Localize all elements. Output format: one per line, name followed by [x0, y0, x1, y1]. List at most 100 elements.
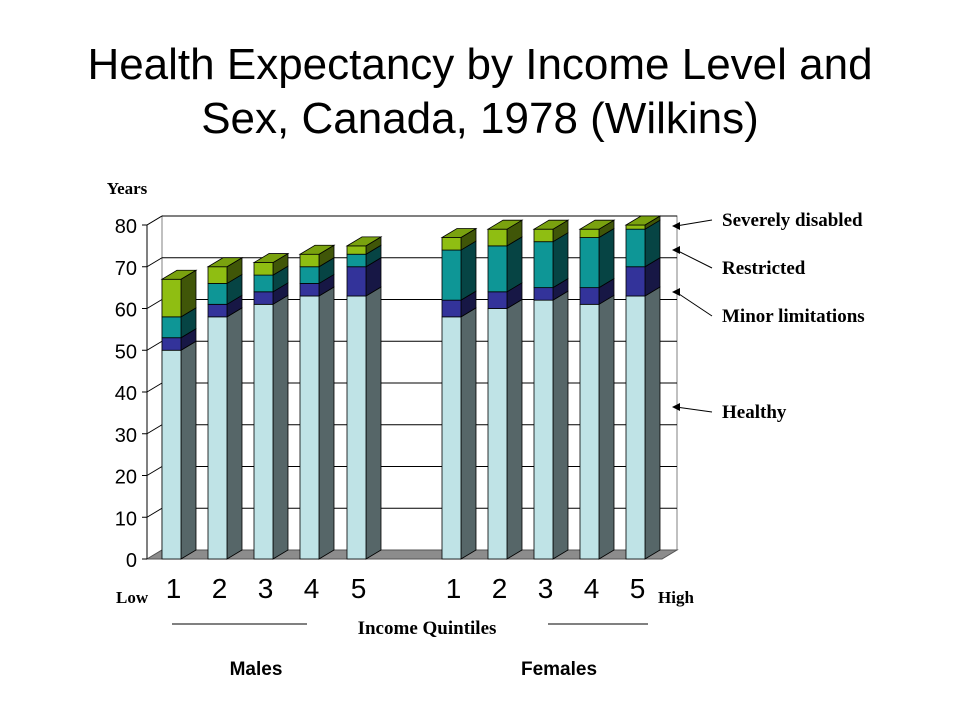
- legend-arrow-line: [675, 291, 713, 317]
- bar-segment: [487, 228, 508, 247]
- bar-side: [552, 290, 569, 560]
- bar-segment: [533, 287, 554, 301]
- bar-segment: [533, 299, 554, 560]
- x-low-label: Low: [116, 588, 149, 607]
- legend-arrow-line: [675, 219, 713, 227]
- bar-segment: [253, 291, 274, 305]
- x-tick-label: 2: [212, 573, 228, 604]
- bar-segment: [253, 303, 274, 560]
- legend-arrow-line: [675, 406, 713, 413]
- bar-segment: [533, 228, 554, 243]
- bar-segment: [161, 316, 182, 339]
- title-line-2: Sex, Canada, 1978 (Wilkins): [201, 94, 759, 143]
- bar-segment: [207, 303, 228, 318]
- bar-side: [180, 340, 197, 560]
- bar-side: [552, 231, 569, 289]
- bar-top: [532, 219, 570, 230]
- group-label-females: Females: [521, 659, 597, 680]
- y-tick-label: 50: [115, 341, 137, 363]
- bar-segment: [161, 349, 182, 560]
- bar-segment: [487, 291, 508, 309]
- legend-label: Healthy: [722, 402, 787, 423]
- bar-segment: [253, 274, 274, 293]
- bar-side: [644, 286, 661, 560]
- bar-top: [440, 228, 478, 238]
- bar-side: [598, 227, 615, 289]
- chart-title: Health Expectancy by Income Level and Se…: [0, 38, 960, 146]
- bar-segment: [346, 266, 367, 297]
- bar-top: [206, 257, 244, 268]
- bar-segment: [625, 224, 646, 230]
- bar-segment: [161, 278, 182, 318]
- x-axis-label: Income Quintiles: [358, 618, 497, 639]
- bar-segment: [207, 266, 228, 284]
- bar-side: [226, 307, 243, 560]
- bar-segment: [253, 262, 274, 276]
- y-tick-label: 70: [115, 258, 137, 280]
- bar-segment: [625, 295, 646, 560]
- y-tick-label: 60: [115, 300, 137, 322]
- bar-side: [460, 307, 477, 560]
- bar-segment: [579, 287, 600, 305]
- bar-segment: [533, 241, 554, 289]
- chart-bars: [160, 215, 662, 560]
- x-tick-label: 4: [584, 573, 600, 604]
- x-tick-label: 2: [492, 573, 508, 604]
- bar-top: [345, 236, 383, 247]
- legend-label: Restricted: [722, 258, 806, 279]
- bar-top: [160, 269, 198, 280]
- title-line-1: Health Expectancy by Income Level and: [87, 40, 873, 89]
- bar-segment: [346, 253, 367, 268]
- bar-top: [252, 253, 290, 263]
- legend-label: Severely disabled: [722, 210, 863, 231]
- bar-segment: [487, 245, 508, 293]
- legend-arrow-head: [672, 246, 680, 254]
- bar-segment: [207, 283, 228, 305]
- bar-segment: [346, 295, 367, 560]
- bar-top: [298, 244, 336, 255]
- gridline-side: [146, 299, 163, 309]
- bar-segment: [441, 249, 462, 301]
- bar-side: [365, 286, 382, 560]
- bar-top: [624, 215, 662, 226]
- x-tick-label: 4: [304, 573, 320, 604]
- chart-labels: Years Low High Income Quintiles Males Fe…: [107, 179, 695, 680]
- bar-segment: [441, 316, 462, 560]
- y-tick-label: 80: [115, 216, 137, 238]
- bar-segment: [441, 237, 462, 251]
- y-tick-label: 10: [115, 508, 137, 530]
- x-tick-label: 1: [446, 573, 462, 604]
- bar-segment: [299, 266, 320, 284]
- chart-legend: Severely disabled Restricted Minor limitat…: [672, 210, 865, 423]
- x-tick-label: 1: [166, 573, 182, 604]
- y-tick-label: 20: [115, 467, 137, 489]
- bar-side: [506, 298, 523, 560]
- gridline-side: [146, 257, 163, 268]
- bar-side: [460, 240, 477, 301]
- gridline-side: [146, 382, 163, 393]
- bar-segment: [579, 303, 600, 560]
- bar-segment: [299, 295, 320, 560]
- bar-segment: [346, 245, 367, 255]
- y-axis-label: Years: [107, 179, 148, 198]
- bar-segment: [161, 337, 182, 351]
- legend-arrow-head: [672, 403, 680, 411]
- gridline-side: [146, 424, 163, 435]
- bar-top: [578, 219, 616, 230]
- group-label-males: Males: [230, 659, 283, 680]
- gridline-side: [146, 215, 163, 226]
- bar-side: [318, 286, 335, 560]
- bar-segment: [579, 237, 600, 289]
- x-tick-label: 3: [258, 573, 274, 604]
- bar-segment: [441, 299, 462, 318]
- legend-arrow-line: [675, 249, 713, 269]
- x-tick-label: 5: [351, 573, 367, 604]
- bar-segment: [579, 228, 600, 238]
- bar-segment: [207, 316, 228, 560]
- x-high-label: High: [658, 588, 694, 607]
- bar-side: [506, 236, 523, 293]
- bar-segment: [625, 228, 646, 268]
- gridline-side: [146, 507, 163, 518]
- y-tick-label: 40: [115, 383, 137, 405]
